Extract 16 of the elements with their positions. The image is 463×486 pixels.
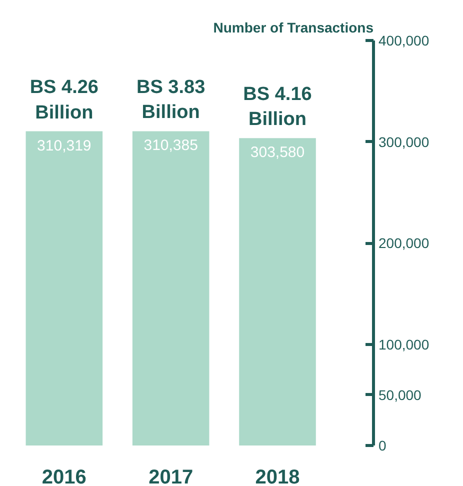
y-tick-label: 400,000 xyxy=(378,32,430,48)
y-tick-label: 0 xyxy=(378,438,386,454)
annotation: BS 3.83 Billion xyxy=(136,77,206,124)
x-tick-label: 2017 xyxy=(148,466,194,486)
y-tick-label: 100,000 xyxy=(378,336,430,352)
y-tick-label: 200,000 xyxy=(378,235,430,251)
annotation: BS 4.26 Billion xyxy=(30,77,98,124)
data-label: 303,580 xyxy=(250,144,305,162)
annotation: BS 4.16 Billion xyxy=(243,84,312,130)
x-tick-label: 2018 xyxy=(255,466,300,486)
y-tick-label: 50,000 xyxy=(378,386,422,403)
data-label: 310,319 xyxy=(37,137,92,154)
x-tick-label: 2016 xyxy=(42,466,86,486)
data-label: 310,385 xyxy=(144,137,198,154)
y-tick-label: 300,000 xyxy=(378,134,430,150)
y-axis-title: Number of Transactions xyxy=(213,20,374,36)
